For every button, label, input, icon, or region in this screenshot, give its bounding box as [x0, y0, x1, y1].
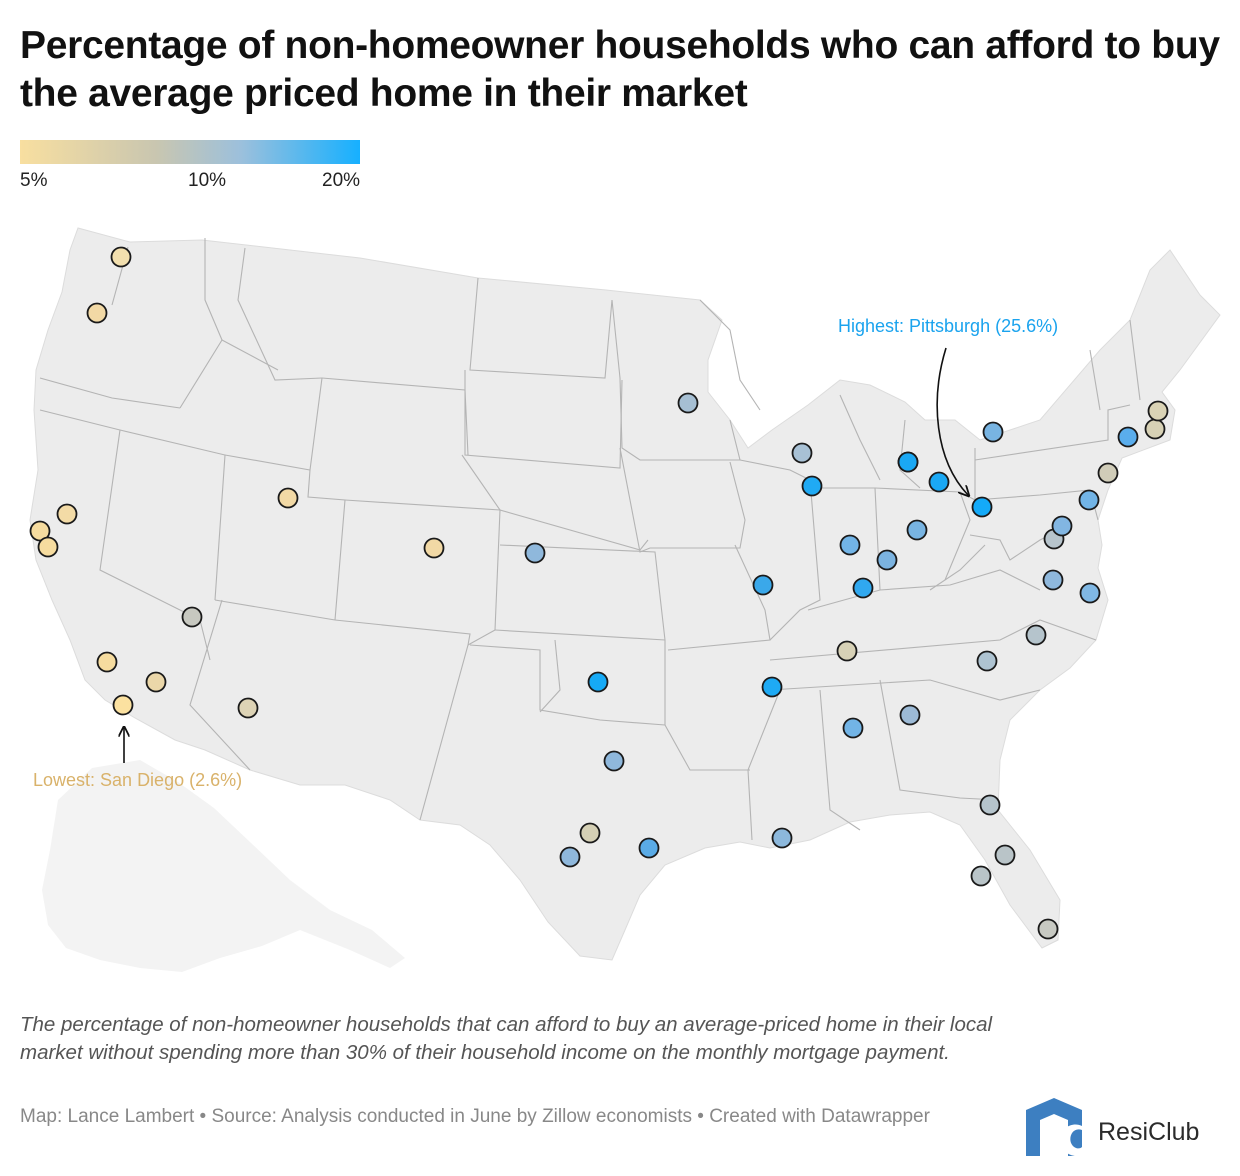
city-dot-nashville[interactable]: [836, 640, 858, 662]
city-dot-oklahoma-city[interactable]: [587, 671, 609, 693]
legend-tick-10: 10%: [188, 170, 227, 191]
city-dot-houston[interactable]: [638, 837, 660, 859]
city-dot-pittsburgh[interactable]: [971, 496, 993, 518]
city-dot-miami[interactable]: [1037, 918, 1059, 940]
legend-gradient-bar: [20, 140, 360, 164]
city-dot-new-york[interactable]: [1097, 462, 1119, 484]
legend-tick-20: 20%: [322, 170, 361, 191]
city-dot-providence[interactable]: [1144, 418, 1166, 440]
city-dot-virginia-beach[interactable]: [1079, 582, 1101, 604]
city-dot-seattle[interactable]: [110, 246, 132, 268]
city-dots: [29, 246, 1169, 940]
city-dot-memphis[interactable]: [761, 676, 783, 698]
highest-arrow: [936, 347, 968, 495]
chart-title: Percentage of non-homeowner households w…: [20, 24, 1220, 115]
city-dot-milwaukee[interactable]: [791, 442, 813, 464]
city-dot-cleveland[interactable]: [897, 451, 919, 473]
city-dot-los-angeles[interactable]: [96, 651, 118, 673]
city-dot-philadelphia[interactable]: [1078, 489, 1100, 511]
legend-tick-5: 5%: [20, 170, 48, 191]
resiclub-logo: ResiClub: [1024, 1096, 1224, 1160]
chart-credit: Map: Lance Lambert • Source: Analysis co…: [20, 1106, 930, 1127]
city-dot-minneapolis[interactable]: [677, 392, 699, 414]
city-dot-riverside[interactable]: [145, 671, 167, 693]
city-dot-jacksonville[interactable]: [979, 794, 1001, 816]
city-dot-new-orleans[interactable]: [771, 827, 793, 849]
city-dot-richmond[interactable]: [1042, 569, 1064, 591]
color-legend: 5% 10% 20%: [20, 140, 360, 195]
city-dot-buffalo[interactable]: [982, 421, 1004, 443]
city-dot-las-vegas[interactable]: [181, 606, 203, 628]
highest-annotation: Highest: Pittsburgh (25.6%): [838, 316, 1059, 336]
city-dot-boston[interactable]: [1147, 400, 1169, 422]
city-dot-portland[interactable]: [86, 302, 108, 324]
city-dot-baltimore[interactable]: [1051, 515, 1073, 537]
city-dot-phoenix[interactable]: [237, 697, 259, 719]
chart-description: The percentage of non-homeowner househol…: [20, 1013, 993, 1064]
city-dot-atlanta[interactable]: [899, 704, 921, 726]
us-map: [29, 227, 1221, 972]
logo-text: ResiClub: [1098, 1118, 1200, 1146]
city-dot-san-diego[interactable]: [112, 694, 134, 716]
us-land: [29, 227, 1221, 961]
city-dot-chicago[interactable]: [801, 475, 823, 497]
city-dot-detroit[interactable]: [928, 471, 950, 493]
city-dot-raleigh[interactable]: [1025, 624, 1047, 646]
city-dot-san-antonio[interactable]: [559, 846, 581, 868]
city-dot-denver[interactable]: [423, 537, 445, 559]
city-dot-indianapolis[interactable]: [839, 534, 861, 556]
city-dot-st-louis[interactable]: [752, 574, 774, 596]
city-dot-columbus[interactable]: [906, 519, 928, 541]
city-dot-sacramento[interactable]: [56, 503, 78, 525]
city-dot-orlando[interactable]: [994, 844, 1016, 866]
city-dot-kansas-city[interactable]: [524, 542, 546, 564]
city-dot-salt-lake-city[interactable]: [277, 487, 299, 509]
city-dot-birmingham[interactable]: [842, 717, 864, 739]
city-dot-hartford[interactable]: [1117, 426, 1139, 448]
city-dot-charlotte[interactable]: [976, 650, 998, 672]
lowest-annotation: Lowest: San Diego (2.6%): [33, 770, 243, 790]
city-dot-tampa[interactable]: [970, 865, 992, 887]
city-dot-austin[interactable]: [579, 822, 601, 844]
city-dot-cincinnati[interactable]: [876, 549, 898, 571]
alaska-shape: [42, 760, 405, 972]
city-dot-san-jose[interactable]: [37, 536, 59, 558]
city-dot-dallas[interactable]: [603, 750, 625, 772]
resiclub-logo-icon: [1026, 1098, 1082, 1157]
city-dot-louisville[interactable]: [852, 577, 874, 599]
